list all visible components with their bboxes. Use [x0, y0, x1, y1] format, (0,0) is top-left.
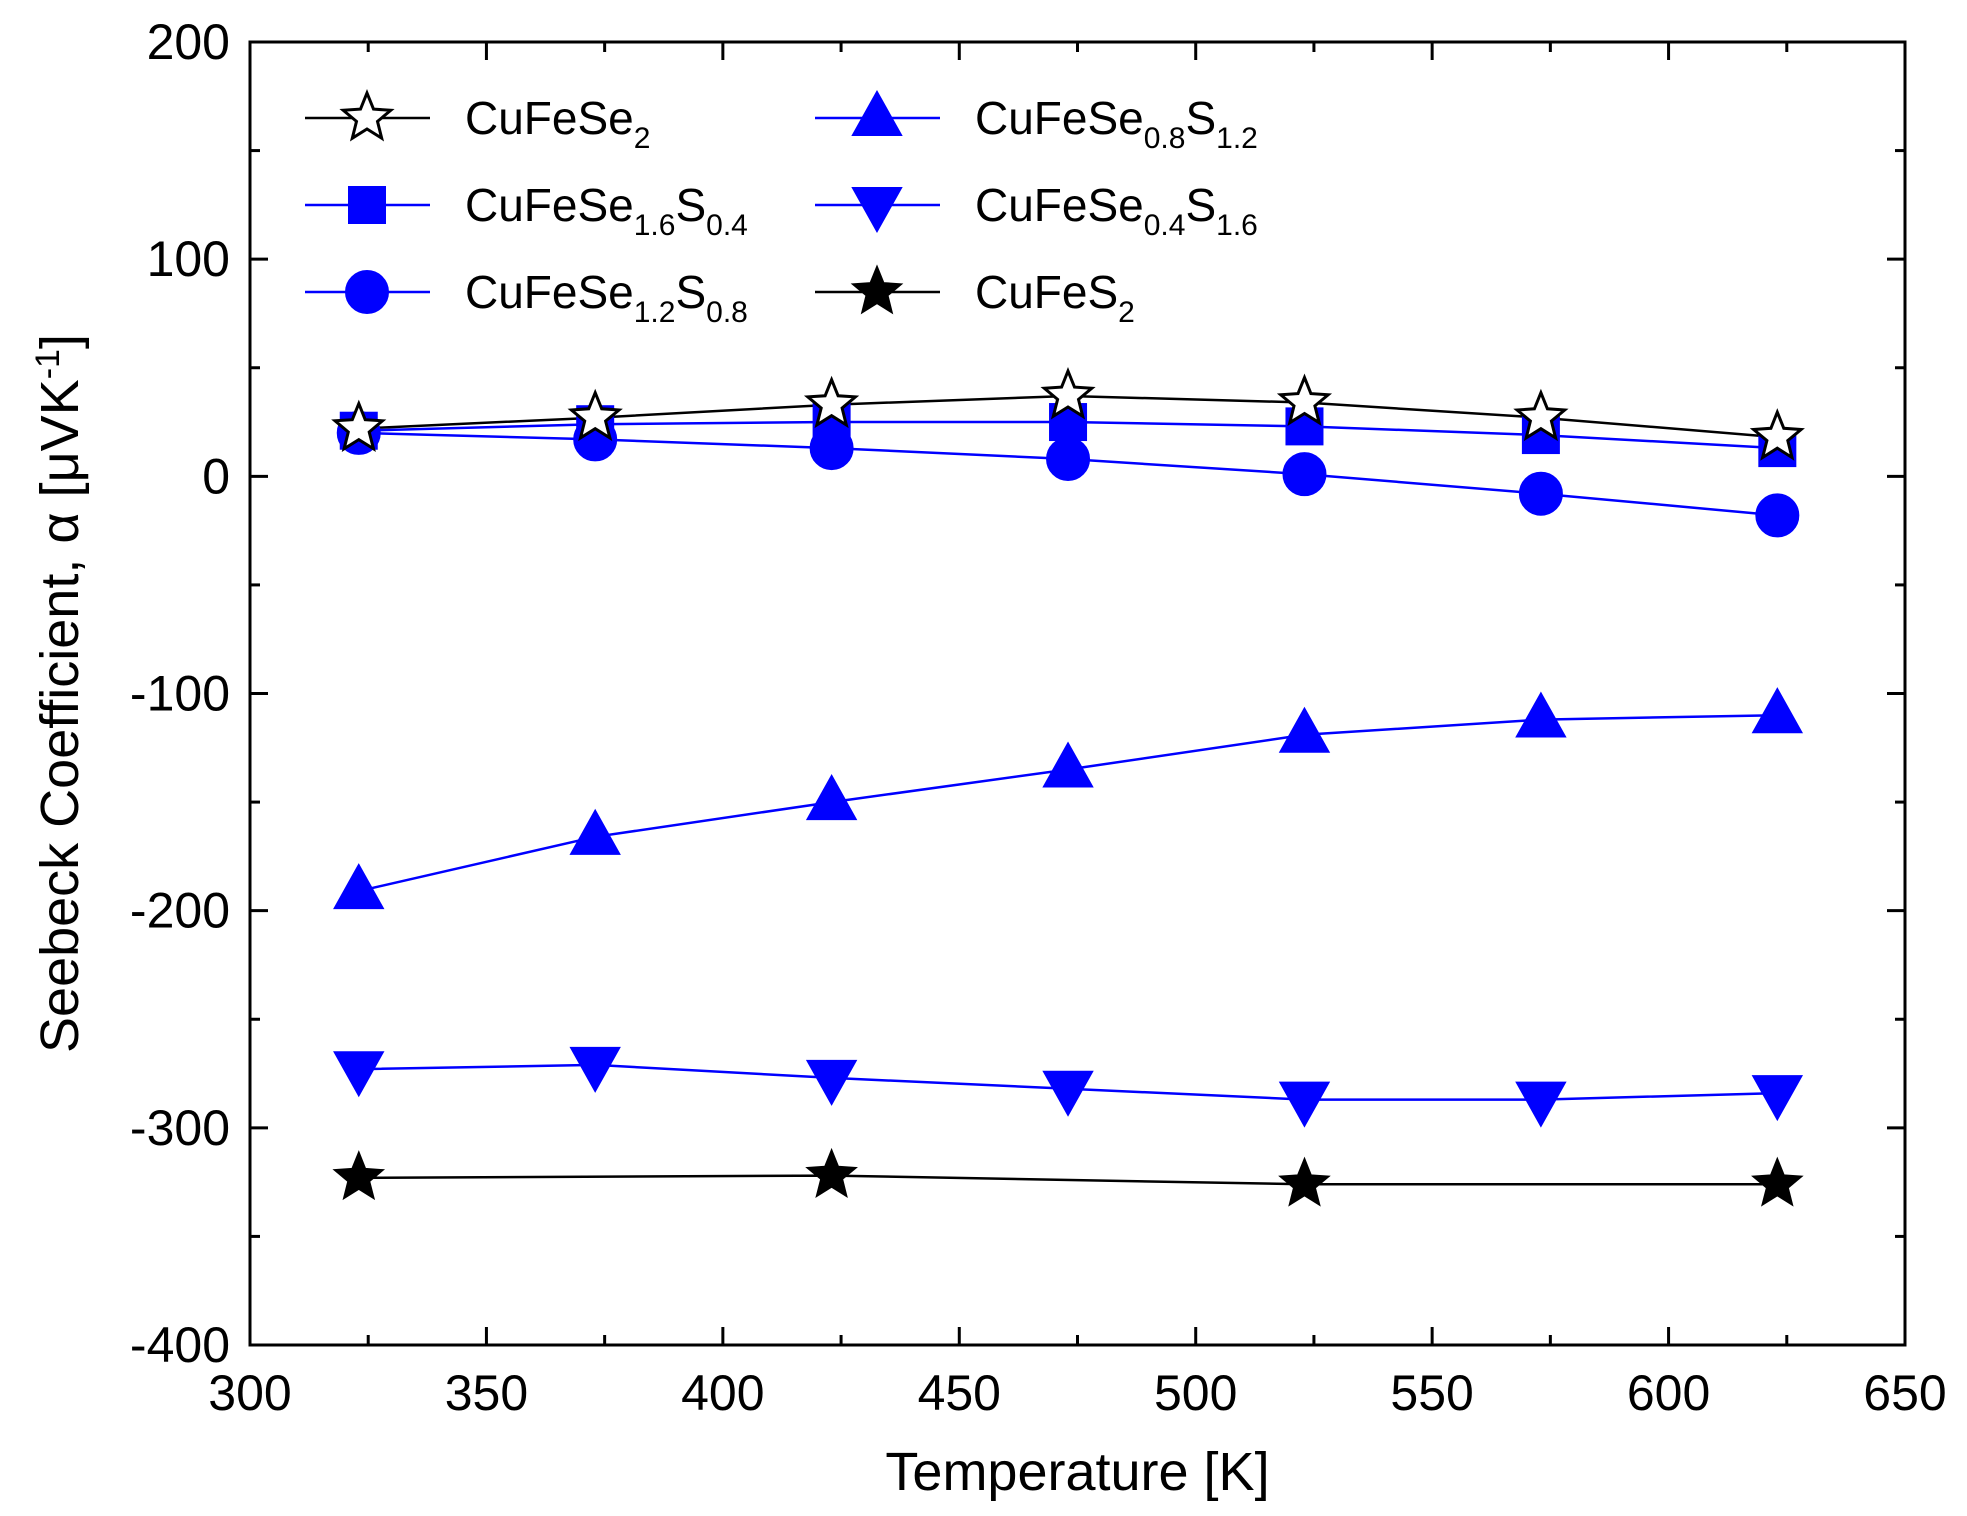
data-point	[1042, 1070, 1094, 1117]
y-axis-title-sup: -1	[29, 349, 67, 379]
x-tick-label: 650	[1863, 1365, 1946, 1421]
y-tick-label: 0	[202, 448, 230, 504]
series-markers-CuFeS2	[332, 1147, 1804, 1207]
data-point	[333, 1051, 385, 1098]
series-markers-CuFeSe2	[331, 366, 1805, 461]
legend-label-part: CuFeSe	[465, 92, 634, 144]
data-point	[333, 863, 385, 910]
legend-item: CuFeSe0.4S1.6	[815, 179, 1258, 242]
legend-label: CuFeSe1.6S0.4	[465, 179, 748, 242]
legend-label-subscript: 0.4	[706, 209, 748, 242]
x-tick-label: 450	[918, 1365, 1001, 1421]
legend-label: CuFeSe0.4S1.6	[975, 179, 1258, 242]
legend-label-subscript: 2	[1118, 296, 1135, 329]
legend-label-subscript: 1.2	[634, 296, 676, 329]
axes: 300 350 400 450 500 550 600 650 -400 -300 -200 -100…	[130, 14, 1947, 1421]
y-tick-label: -200	[130, 883, 230, 939]
x-tick-label: 300	[208, 1365, 291, 1421]
legend-marker	[345, 270, 389, 314]
y-tick-label: -100	[130, 666, 230, 722]
data-point	[805, 1147, 858, 1198]
series-line	[358, 1174, 1778, 1186]
data-point	[1278, 706, 1331, 753]
data-point	[1276, 373, 1333, 426]
series-markers-CuFeSe0.4S1.6	[333, 1046, 1804, 1128]
x-tick-label: 550	[1390, 1365, 1473, 1421]
legend-label: CuFeSe2	[465, 92, 650, 155]
data-point	[1046, 436, 1091, 481]
legend-label-part: CuFeSe	[465, 179, 634, 231]
legend-label-subscript: 0.8	[706, 296, 748, 329]
legend-item: CuFeS2	[815, 264, 1135, 329]
data-point	[803, 375, 860, 429]
y-axis-title: Seebeck Coefficient, α [μVK-1]	[29, 334, 90, 1053]
data-point	[1513, 388, 1569, 442]
x-tick-label: 500	[1154, 1365, 1237, 1421]
legend-label-part: CuFeSe	[975, 179, 1144, 231]
legend-item: CuFeSe1.2S0.8	[305, 266, 748, 329]
data-point	[1278, 1156, 1331, 1207]
data-point	[1751, 1156, 1804, 1207]
legend-label-subscript: 0.4	[1144, 209, 1186, 242]
legend-marker	[851, 187, 903, 234]
y-axis-title-main: Seebeck Coefficient, α [μVK	[30, 379, 90, 1053]
data-point	[569, 808, 621, 855]
plot-area	[331, 366, 1805, 1207]
data-point	[1518, 471, 1563, 516]
legend-marker	[851, 89, 903, 136]
y-tick-label: 100	[147, 231, 230, 287]
legend-item: CuFeSe1.6S0.4	[305, 179, 748, 242]
data-point	[1040, 366, 1096, 420]
data-point	[805, 1059, 858, 1106]
legend-label-part: S	[1185, 92, 1216, 144]
legend-label-part: S	[675, 266, 706, 318]
legend: CuFeSe2CuFeSe1.6S0.4CuFeSe1.2S0.8CuFeSe0…	[305, 88, 1258, 329]
legend-label-subscript: 1.6	[1216, 209, 1258, 242]
legend-label-part: CuFeS	[975, 266, 1118, 318]
legend-item: CuFeSe2	[305, 88, 650, 155]
legend-label-part: S	[675, 179, 706, 231]
data-point	[1749, 408, 1805, 461]
x-tick-label: 600	[1627, 1365, 1710, 1421]
x-tick-label: 350	[445, 1365, 528, 1421]
data-point	[1751, 1075, 1804, 1122]
x-axis-title: Temperature [K]	[885, 1442, 1269, 1502]
data-point	[1278, 1081, 1331, 1128]
series-CuFeS2	[358, 1174, 1778, 1186]
y-tick-label: -300	[130, 1100, 230, 1156]
data-point	[1515, 1081, 1567, 1128]
legend-label-subscript: 0.8	[1144, 122, 1186, 155]
data-point	[331, 399, 387, 453]
legend-marker	[339, 88, 395, 142]
data-point	[805, 774, 858, 821]
data-point	[1755, 493, 1800, 538]
legend-label-subscript: 1.6	[634, 209, 676, 242]
legend-label-part: CuFeSe	[465, 266, 634, 318]
y-tick-label: 200	[147, 14, 230, 70]
data-point	[567, 388, 623, 442]
legend-marker	[348, 186, 386, 224]
data-point	[1751, 687, 1804, 734]
legend-label: CuFeS2	[975, 266, 1135, 329]
legend-item: CuFeSe0.8S1.2	[815, 89, 1258, 155]
data-point	[569, 1046, 621, 1093]
data-point	[1515, 691, 1567, 738]
legend-label: CuFeSe1.2S0.8	[465, 266, 748, 329]
y-tick-label: -400	[130, 1317, 230, 1373]
y-axis-title-close: ]	[30, 334, 90, 349]
legend-label-subscript: 1.2	[1216, 122, 1258, 155]
data-point	[1282, 452, 1327, 497]
x-tick-label: 400	[681, 1365, 764, 1421]
legend-label-part: CuFeSe	[975, 92, 1144, 144]
plot-frame	[248, 40, 1907, 1347]
data-point	[1042, 741, 1094, 788]
data-point	[332, 1150, 386, 1201]
legend-label: CuFeSe0.8S1.2	[975, 92, 1258, 155]
series-markers-CuFeSe0.8S1.2	[333, 687, 1804, 910]
legend-label-subscript: 2	[634, 122, 651, 155]
legend-marker	[850, 264, 904, 315]
legend-label-part: S	[1185, 179, 1216, 231]
